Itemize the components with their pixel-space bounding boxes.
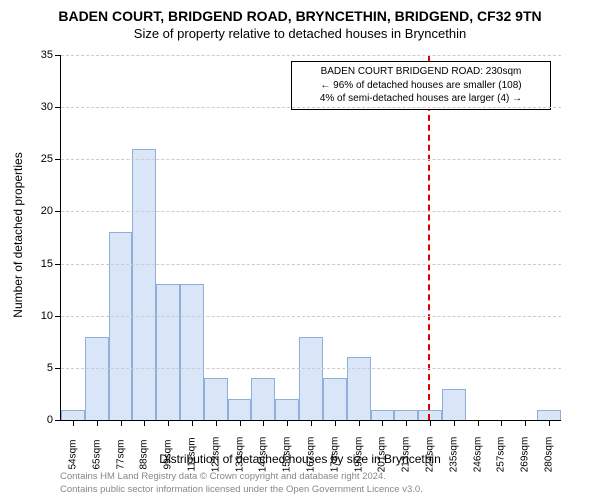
bars-container (61, 55, 561, 420)
annotation-line3: 4% of semi-detached houses are larger (4… (297, 92, 545, 106)
y-tick-label: 0 (31, 414, 53, 426)
x-tick (240, 420, 241, 426)
y-tick (55, 316, 61, 317)
histogram-bar (109, 232, 133, 420)
histogram-bar (371, 410, 395, 420)
x-tick (263, 420, 264, 426)
x-tick (287, 420, 288, 426)
x-tick (144, 420, 145, 426)
histogram-bar (323, 378, 347, 420)
x-tick (168, 420, 169, 426)
y-tick-label: 20 (31, 205, 53, 217)
x-tick (406, 420, 407, 426)
histogram-bar (204, 378, 228, 420)
gridline (61, 211, 561, 212)
histogram-bar (251, 378, 275, 420)
histogram-bar (132, 149, 156, 420)
annotation-line1: BADEN COURT BRIDGEND ROAD: 230sqm (297, 65, 545, 79)
y-axis-label: Number of detached properties (11, 152, 25, 317)
x-tick (501, 420, 502, 426)
annotation-line2: ← 96% of detached houses are smaller (10… (297, 79, 545, 93)
histogram-bar (275, 399, 299, 420)
x-tick (382, 420, 383, 426)
reference-line (428, 55, 430, 420)
x-tick (478, 420, 479, 426)
x-axis-label: Distribution of detached houses by size … (0, 452, 600, 466)
footer-attribution: Contains HM Land Registry data © Crown c… (60, 471, 423, 496)
x-tick (525, 420, 526, 426)
histogram-bar (156, 284, 180, 420)
histogram-bar (85, 337, 109, 420)
gridline (61, 55, 561, 56)
histogram-bar (299, 337, 323, 420)
y-tick (55, 264, 61, 265)
x-tick (430, 420, 431, 426)
histogram-bar (180, 284, 204, 420)
y-tick-label: 25 (31, 153, 53, 165)
x-tick (97, 420, 98, 426)
gridline (61, 316, 561, 317)
y-tick (55, 211, 61, 212)
page-subtitle: Size of property relative to detached ho… (0, 26, 600, 41)
y-tick (55, 159, 61, 160)
y-tick (55, 55, 61, 56)
x-tick (192, 420, 193, 426)
y-tick-label: 15 (31, 258, 53, 270)
x-tick (549, 420, 550, 426)
histogram-bar (537, 410, 561, 420)
x-tick (216, 420, 217, 426)
page-title: BADEN COURT, BRIDGEND ROAD, BRYNCETHIN, … (0, 0, 600, 24)
y-tick (55, 368, 61, 369)
chart-plot-area: BADEN COURT BRIDGEND ROAD: 230sqm ← 96% … (60, 55, 561, 421)
x-tick (311, 420, 312, 426)
histogram-bar (394, 410, 418, 420)
histogram-bar (347, 357, 371, 420)
y-tick-label: 5 (31, 362, 53, 374)
x-tick (73, 420, 74, 426)
histogram-bar (228, 399, 252, 420)
y-tick-label: 10 (31, 310, 53, 322)
x-tick (121, 420, 122, 426)
x-tick (359, 420, 360, 426)
y-tick-label: 30 (31, 101, 53, 113)
y-tick (55, 420, 61, 421)
y-tick (55, 107, 61, 108)
histogram-bar (442, 389, 466, 420)
x-tick (335, 420, 336, 426)
gridline (61, 264, 561, 265)
annotation-box: BADEN COURT BRIDGEND ROAD: 230sqm ← 96% … (291, 61, 551, 110)
histogram-bar (61, 410, 85, 420)
y-tick-label: 35 (31, 49, 53, 61)
histogram-bar (418, 410, 442, 420)
gridline (61, 159, 561, 160)
gridline (61, 107, 561, 108)
footer-line1: Contains HM Land Registry data © Crown c… (60, 471, 423, 483)
x-tick (454, 420, 455, 426)
gridline (61, 368, 561, 369)
footer-line2: Contains public sector information licen… (60, 484, 423, 496)
